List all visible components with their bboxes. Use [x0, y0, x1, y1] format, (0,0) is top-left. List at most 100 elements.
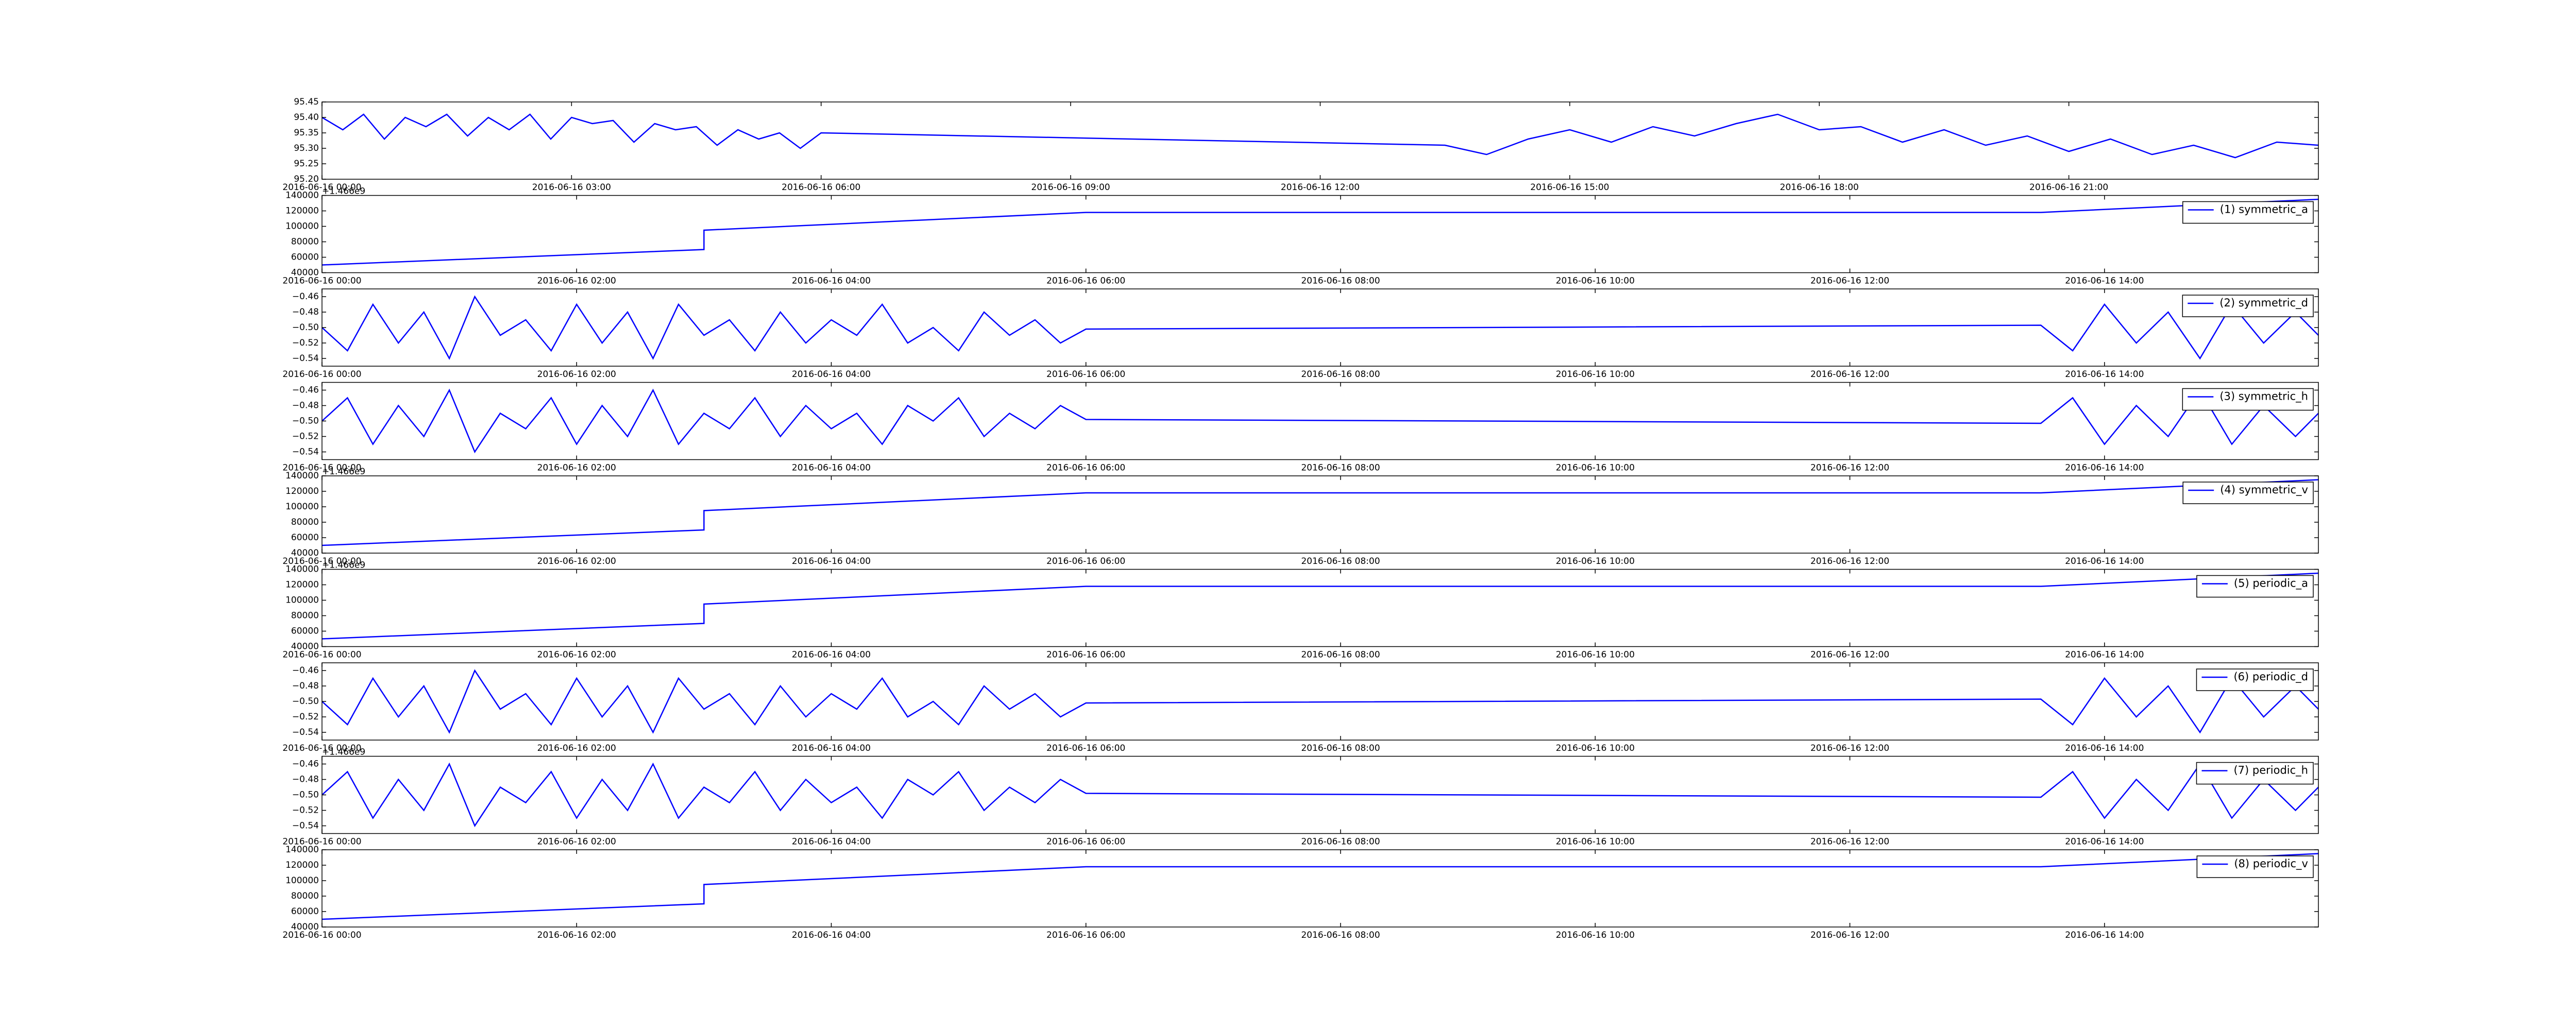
x-tick-label: 2016-06-16 08:00	[1301, 743, 1380, 753]
plot-area	[322, 850, 2318, 927]
y-tick-label: 95.25	[294, 159, 319, 169]
x-tick-label: 2016-06-16 14:00	[2065, 276, 2144, 286]
y-tick-label: 40000	[291, 268, 319, 278]
legend-box	[2182, 201, 2314, 224]
series-line	[321, 198, 2319, 266]
x-tick-label: 2016-06-16 06:00	[1046, 837, 1125, 847]
y-tick-label: 60000	[291, 252, 319, 263]
legend-label: (6) periodic_d	[2233, 671, 2308, 683]
x-tick-label: 2016-06-16 12:00	[1810, 369, 1889, 380]
y-tick-label: −0.50	[292, 790, 319, 800]
x-tick-label: 2016-06-16 06:00	[1046, 276, 1125, 286]
legend-label: (8) periodic_v	[2234, 857, 2308, 870]
series-line	[321, 853, 2319, 920]
axes: 40000 60000 80000 100000 120000 140000 2016-06…	[282, 467, 2319, 566]
x-tick-label: 2016-06-16 10:00	[1556, 556, 1635, 566]
axes: −0.54 −0.52 −0.50 −0.48 −0.46 2016-06-16 00:0…	[282, 747, 2319, 847]
y-tick-label: 80000	[291, 891, 319, 901]
axes-frame	[321, 849, 2319, 928]
x-tick-label: 2016-06-16 02:00	[537, 463, 616, 473]
series-line	[321, 762, 2319, 828]
axes: 40000 60000 80000 100000 120000 140000 2016-06…	[282, 560, 2319, 660]
y-tick-label: −0.46	[292, 759, 319, 769]
axes: −0.54 −0.52 −0.50 −0.48 −0.46 2016-06-16 00:0…	[282, 288, 2319, 380]
x-tick-label: 2016-06-16 00:00	[282, 369, 361, 380]
x-tick-label: 2016-06-16 00:00	[282, 837, 361, 847]
legend-box	[2196, 762, 2314, 785]
y-tick-label: −0.48	[292, 681, 319, 691]
x-tick-label: 2016-06-16 04:00	[792, 650, 871, 660]
legend-label: (5) periodic_a	[2234, 577, 2308, 590]
legend: (6) periodic_d	[2196, 668, 2314, 691]
y-tick-label: −0.46	[292, 385, 319, 396]
axes: 95.20 95.25 95.30 95.35 95.40 95.45 2016-06-16…	[282, 97, 2319, 193]
plot-area	[322, 102, 2318, 179]
y-tick-label: 80000	[291, 517, 319, 527]
x-tick-label: 2016-06-16 03:00	[532, 182, 611, 193]
x-tick-label: 2016-06-16 00:00	[282, 276, 361, 286]
plot-area	[322, 569, 2318, 647]
legend: (5) periodic_a	[2196, 575, 2314, 598]
y-tick-label: 120000	[285, 206, 319, 216]
y-tick-label: −0.50	[292, 696, 319, 707]
x-tick-label: 2016-06-16 04:00	[792, 930, 871, 940]
x-tick-label: 2016-06-16 12:00	[1810, 463, 1889, 473]
x-tick-label: 2016-06-16 14:00	[2065, 837, 2144, 847]
x-tick-label: 2016-06-16 02:00	[537, 743, 616, 753]
x-tick-label: 2016-06-16 12:00	[1810, 276, 1889, 286]
x-tick-label: 2016-06-16 06:00	[1046, 463, 1125, 473]
y-tick-label: 95.30	[294, 143, 319, 153]
legend-box	[2196, 668, 2314, 691]
legend: (8) periodic_v	[2196, 855, 2314, 878]
x-tick-label: 2016-06-16 10:00	[1556, 930, 1635, 940]
x-tick-label: 2016-06-16 14:00	[2065, 463, 2144, 473]
offset-text: +1.466e9	[322, 560, 365, 571]
x-tick-label: 2016-06-16 12:00	[1810, 930, 1889, 940]
x-tick-label: 2016-06-16 14:00	[2065, 650, 2144, 660]
x-tick-label: 2016-06-16 04:00	[792, 743, 871, 753]
legend: (4) symmetric_v	[2182, 482, 2314, 504]
plot-area	[322, 476, 2318, 553]
series-line	[321, 572, 2319, 640]
x-tick-label: 2016-06-16 08:00	[1301, 369, 1380, 380]
y-tick-label: 140000	[285, 564, 319, 575]
y-tick-label: −0.52	[292, 432, 319, 442]
plot-area	[322, 195, 2318, 273]
y-tick-label: −0.54	[292, 727, 319, 737]
x-tick-label: 2016-06-16 02:00	[537, 837, 616, 847]
legend: (3) symmetric_h	[2182, 388, 2314, 411]
y-tick-label: −0.48	[292, 401, 319, 411]
x-tick-label: 2016-06-16 00:00	[282, 743, 361, 753]
y-tick-label: 40000	[291, 642, 319, 652]
x-tick-label: 2016-06-16 14:00	[2065, 930, 2144, 940]
series-line	[321, 295, 2319, 360]
y-tick-label: −0.54	[292, 447, 319, 457]
y-tick-label: 95.45	[294, 97, 319, 107]
y-tick-label: 140000	[285, 471, 319, 481]
x-tick-label: 2016-06-16 00:00	[282, 556, 361, 566]
y-tick-label: −0.52	[292, 805, 319, 816]
x-tick-label: 2016-06-16 04:00	[792, 463, 871, 473]
legend-label: (1) symmetric_a	[2220, 203, 2308, 216]
x-tick-label: 2016-06-16 08:00	[1301, 463, 1380, 473]
x-tick-label: 2016-06-16 02:00	[537, 369, 616, 380]
x-tick-label: 2016-06-16 08:00	[1301, 556, 1380, 566]
x-tick-label: 2016-06-16 04:00	[792, 276, 871, 286]
x-tick-label: 2016-06-16 10:00	[1556, 650, 1635, 660]
y-tick-label: 95.35	[294, 128, 319, 138]
y-tick-label: 80000	[291, 237, 319, 247]
x-tick-label: 2016-06-16 12:00	[1810, 650, 1889, 660]
series-line	[321, 388, 2319, 454]
axes-frame	[321, 195, 2319, 273]
y-tick-label: 120000	[285, 860, 319, 870]
legend-label: (2) symmetric_d	[2219, 297, 2308, 310]
y-tick-label: 120000	[285, 486, 319, 496]
series-line	[321, 669, 2319, 734]
offset-text: +1.466e9	[322, 747, 365, 758]
x-tick-label: 2016-06-16 09:00	[1031, 182, 1110, 193]
x-tick-label: 2016-06-16 06:00	[1046, 650, 1125, 660]
legend-box	[2196, 575, 2314, 598]
y-tick-label: −0.52	[292, 338, 319, 348]
